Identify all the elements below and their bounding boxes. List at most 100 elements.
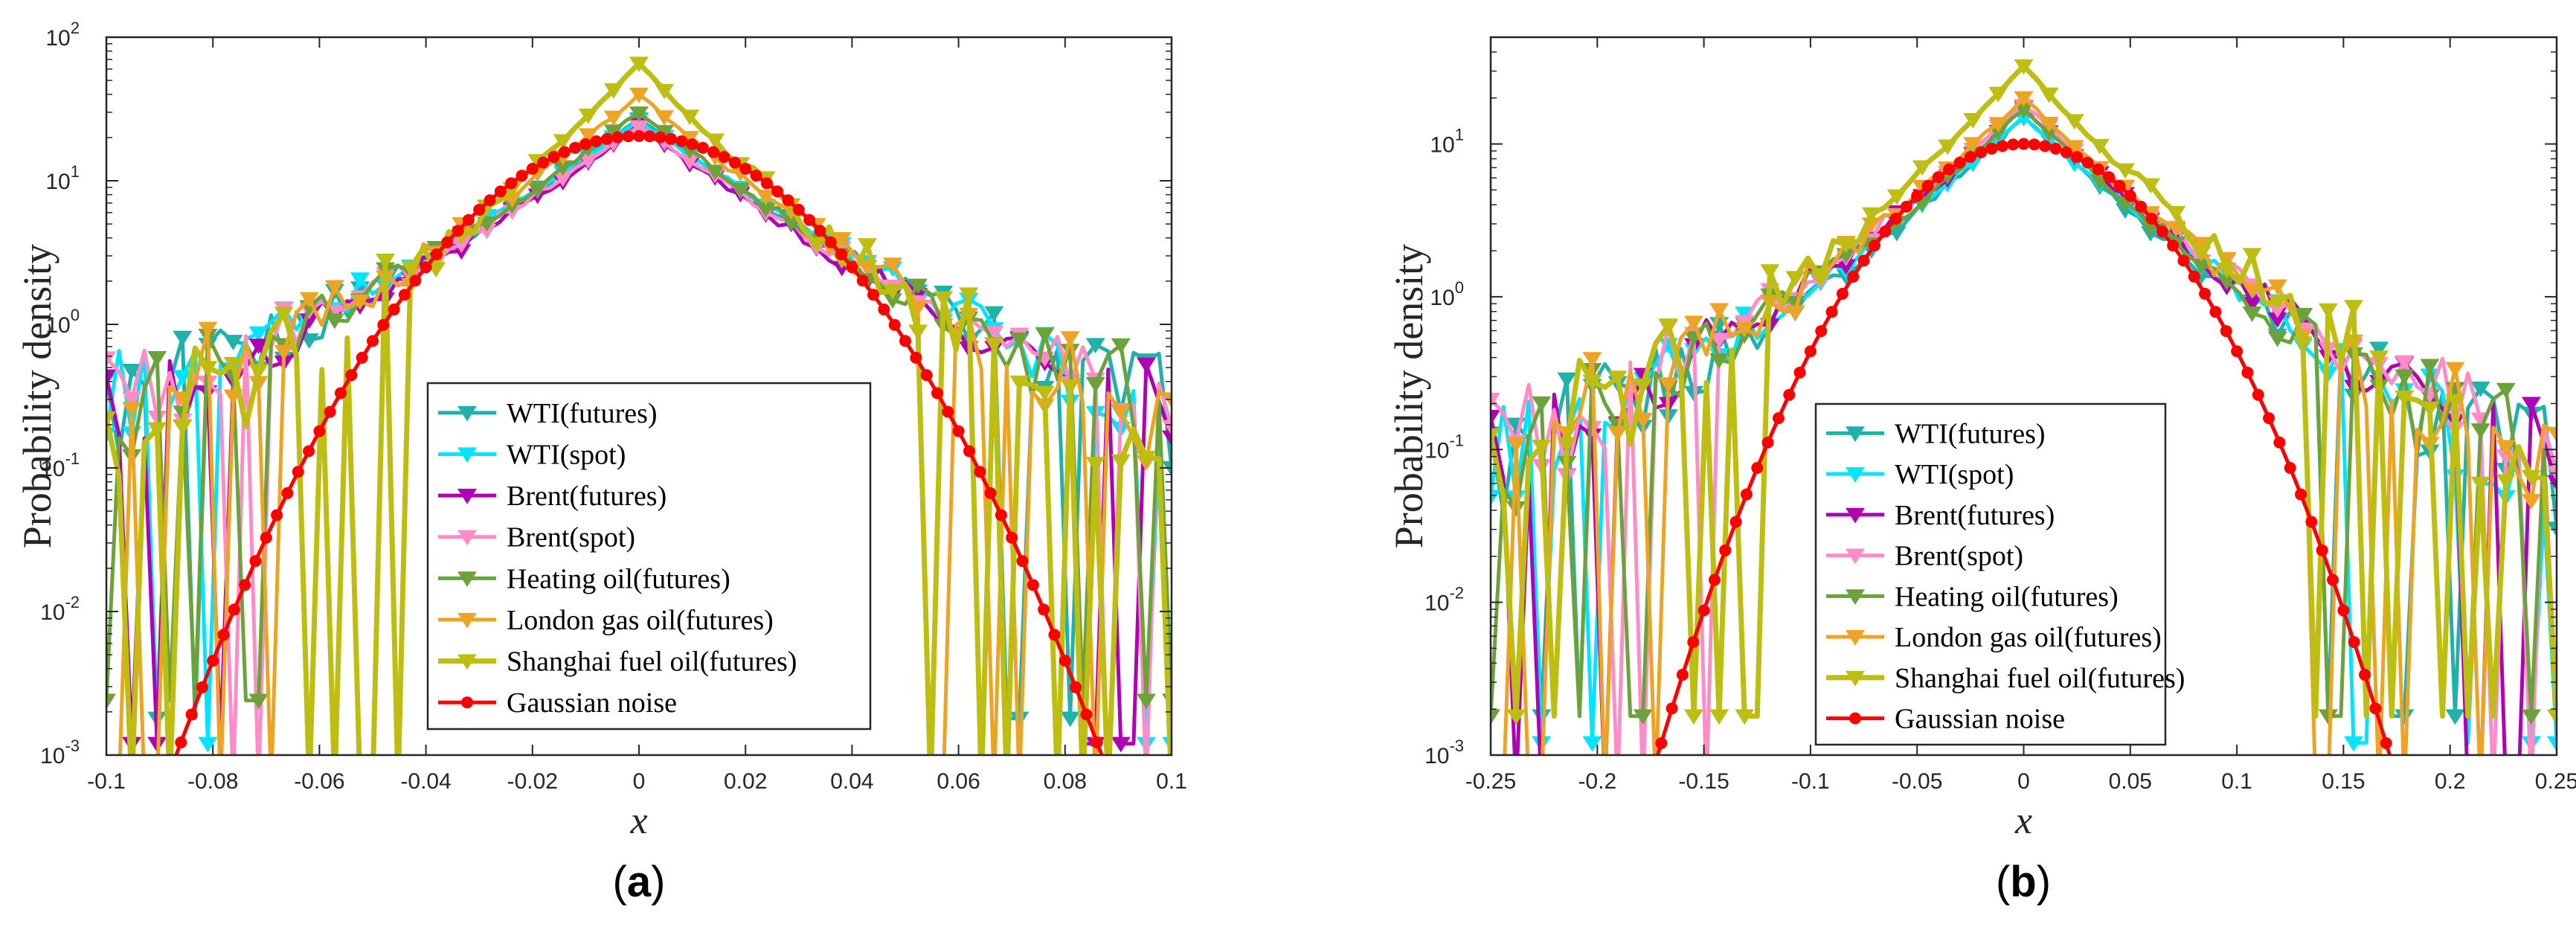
x-tick-label: 0.05 xyxy=(2109,769,2152,794)
data-point xyxy=(1761,436,1774,449)
data-point xyxy=(1016,555,1029,568)
data-point xyxy=(1709,353,1729,369)
data-point xyxy=(730,182,751,199)
data-point xyxy=(1886,189,1907,205)
data-point xyxy=(1582,352,1602,368)
legend-marker xyxy=(457,447,477,463)
data-point xyxy=(2014,103,2034,119)
data-point xyxy=(1085,376,1105,393)
x-tick-label: 0.04 xyxy=(830,769,873,794)
data-point xyxy=(303,445,315,458)
y-tick-label: 10-2 xyxy=(1424,584,1464,616)
data-point xyxy=(452,225,464,237)
data-point xyxy=(590,135,603,147)
data-point xyxy=(1836,287,1849,300)
legend-label: Gaussian noise xyxy=(1895,704,2065,735)
panel-a: -0.1 -0.08 -0.06 -0.04 -0.02 0 0.02 0.04 0.06 0.0… xyxy=(15,19,1187,906)
data-point xyxy=(1783,388,1796,401)
data-point xyxy=(1709,303,1729,319)
data-point xyxy=(856,275,869,287)
x-tick-label: -0.1 xyxy=(1791,769,1830,794)
data-point xyxy=(750,170,762,182)
data-point xyxy=(756,190,776,206)
data-point xyxy=(2547,736,2557,752)
x-tick-label: -0.2 xyxy=(1578,769,1616,794)
data-point xyxy=(324,280,344,296)
data-point xyxy=(578,153,598,170)
data-point xyxy=(1963,112,1983,129)
x-tick-label: -0.15 xyxy=(1678,769,1729,794)
legend-marker xyxy=(1846,426,1865,443)
data-point xyxy=(1162,430,1172,446)
data-point xyxy=(1740,488,1753,501)
data-point xyxy=(1035,385,1055,402)
data-point xyxy=(2547,475,2557,491)
legend-marker xyxy=(461,696,473,709)
data-point xyxy=(494,185,507,198)
data-point xyxy=(2267,331,2287,347)
legend-label: Brent(futures) xyxy=(1895,500,2055,531)
data-point xyxy=(473,204,486,216)
data-point xyxy=(984,337,1004,353)
data-point xyxy=(239,579,251,591)
legend-marker xyxy=(457,612,477,629)
x-tick-label: -0.02 xyxy=(507,769,558,794)
data-point xyxy=(2445,394,2465,410)
data-point xyxy=(1048,629,1061,641)
data-point xyxy=(1709,709,1729,725)
data-point xyxy=(2241,366,2254,379)
y-tick-label: 10-2 xyxy=(40,593,80,625)
data-point xyxy=(1111,338,1131,354)
legend-label: Heating oil(futures) xyxy=(1895,581,2119,612)
data-point xyxy=(2295,488,2307,501)
data-point xyxy=(1729,516,1742,528)
data-point xyxy=(1059,655,1071,667)
data-point xyxy=(2242,297,2262,312)
data-point xyxy=(963,445,975,458)
data-point xyxy=(217,629,230,641)
x-tick-label: -0.06 xyxy=(294,769,344,794)
data-point xyxy=(462,214,475,226)
data-point xyxy=(2217,263,2237,278)
data-point xyxy=(680,154,700,170)
data-point xyxy=(196,681,208,693)
y-tick-label: 10-1 xyxy=(1424,431,1464,463)
data-point xyxy=(2014,59,2034,75)
y-tick-label: 102 xyxy=(45,19,80,51)
y-tick-label: 101 xyxy=(1430,126,1464,158)
data-point xyxy=(1532,396,1552,412)
data-point xyxy=(2380,737,2392,750)
legend-label: Shanghai fuel oil(futures) xyxy=(507,646,797,678)
data-point xyxy=(1491,392,1500,408)
data-point xyxy=(2039,140,2052,153)
x-tick-label: 0 xyxy=(2017,769,2030,794)
data-point xyxy=(952,425,965,437)
data-point xyxy=(629,57,649,72)
data-point xyxy=(1658,377,1678,393)
data-point xyxy=(198,361,218,377)
data-point xyxy=(537,156,550,169)
data-point xyxy=(147,422,167,438)
data-point xyxy=(1557,372,1577,388)
legend-marker xyxy=(1846,670,1865,687)
legend-marker xyxy=(457,654,477,670)
legend-label: WTI(spot) xyxy=(1895,459,2014,490)
data-point xyxy=(1091,736,1103,748)
data-point xyxy=(707,146,720,158)
data-point xyxy=(2220,325,2232,338)
data-point xyxy=(2496,474,2516,490)
data-point xyxy=(1996,140,2008,153)
data-point xyxy=(1491,409,1500,426)
legend: WTI(futures) WTI(spot) Brent(futures) Brent… xyxy=(426,382,872,731)
data-point xyxy=(1491,428,1500,444)
data-point xyxy=(1938,139,1958,155)
data-point xyxy=(1804,345,1817,358)
data-point xyxy=(2305,516,2318,528)
legend-marker xyxy=(457,405,477,422)
data-point xyxy=(696,141,709,154)
data-point xyxy=(248,326,269,342)
data-point xyxy=(2014,91,2034,107)
data-point xyxy=(771,185,784,198)
legend-label: WTI(futures) xyxy=(507,398,658,429)
data-point xyxy=(248,693,269,710)
